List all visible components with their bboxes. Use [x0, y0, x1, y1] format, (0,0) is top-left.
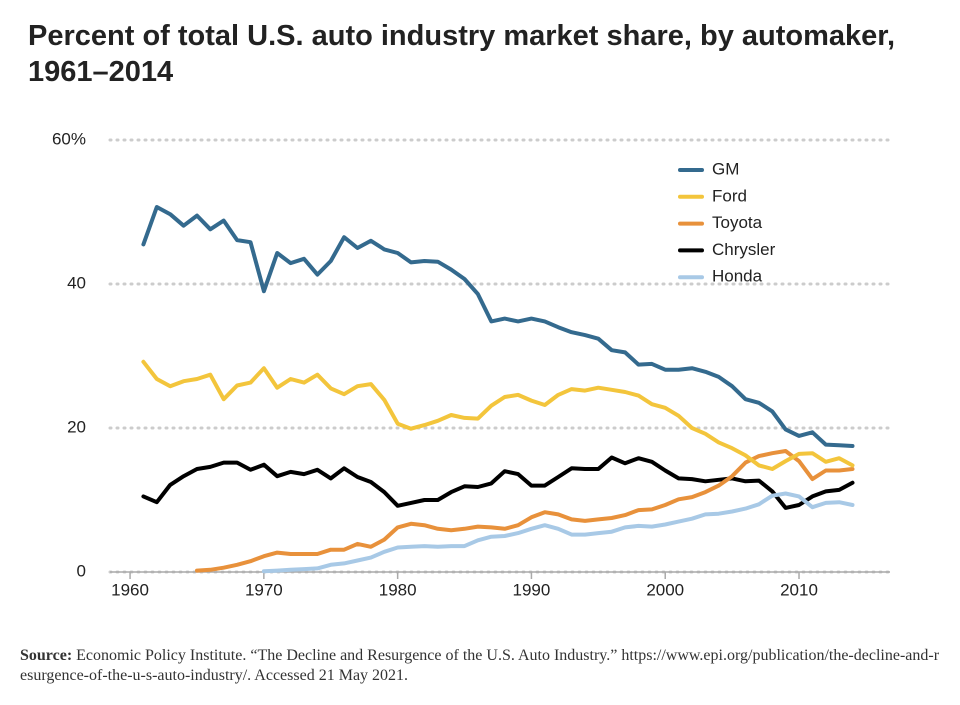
series-line [141, 205, 855, 448]
legend-label: Ford [712, 186, 747, 205]
series-line [261, 491, 855, 574]
x-tick-label: 1980 [379, 580, 417, 599]
source-note: Source: Economic Policy Institute. “The … [20, 646, 940, 686]
y-tick-label: 20 [67, 417, 86, 436]
chart-title: Percent of total U.S. auto industry mark… [28, 20, 896, 88]
y-tick-label: 0 [77, 561, 86, 580]
series-line [195, 449, 855, 573]
legend-label: Toyota [712, 213, 763, 232]
legend-label: Chrysler [712, 240, 776, 259]
source-label: Source: [20, 647, 73, 664]
x-tick-label: 1960 [111, 580, 149, 599]
y-tick-label: 40 [67, 273, 86, 292]
x-tick-label: 1990 [513, 580, 551, 599]
legend-label: GM [712, 159, 739, 178]
y-tick-label: 60% [52, 129, 86, 148]
x-tick-label: 1970 [245, 580, 283, 599]
source-text: Economic Policy Institute. “The Decline … [20, 647, 940, 684]
x-tick-label: 2000 [646, 580, 684, 599]
chart: 0 20 40 60% 1960 1970 1980 1990 2000 2010 GM Ford To… [52, 129, 892, 599]
x-tick-label: 2010 [780, 580, 818, 599]
legend-label: Honda [712, 267, 763, 286]
series-line [141, 455, 855, 510]
series-line [141, 359, 855, 471]
